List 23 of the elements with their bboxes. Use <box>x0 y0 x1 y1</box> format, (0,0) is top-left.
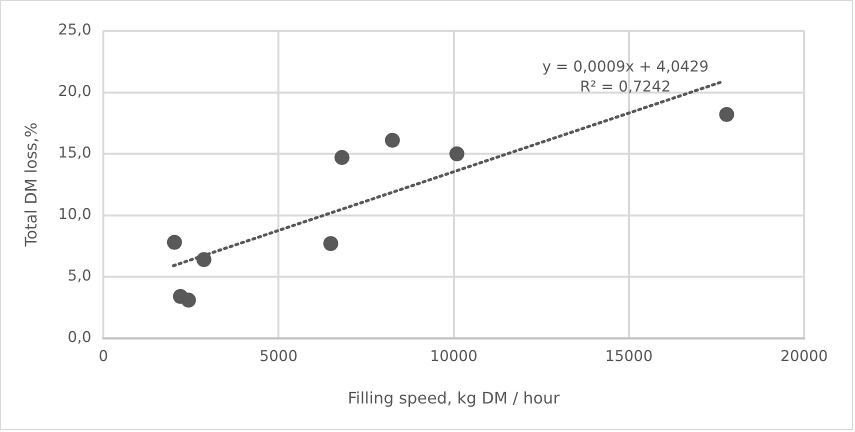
y-tick-label: 25,0 <box>58 20 92 39</box>
point <box>384 132 400 148</box>
annotation: R² = 0,7242 <box>580 77 671 96</box>
y-tick-label: 5,0 <box>68 266 92 285</box>
x-tick-label: 20000 <box>780 347 828 366</box>
y-tick-label: 20,0 <box>58 82 92 100</box>
annotation: y = 0,0009x + 4,0429 <box>542 58 709 76</box>
point <box>323 236 338 252</box>
y-tick-label: 10,0 <box>58 205 92 224</box>
y-axis-title: Total DM loss,% <box>22 122 41 248</box>
point <box>334 150 350 165</box>
point <box>719 106 734 122</box>
point <box>196 252 212 268</box>
point <box>449 146 464 162</box>
y-tick-label: 15,0 <box>58 144 92 162</box>
y-tick-label: 0,0 <box>68 328 92 346</box>
x-tick-label: 5000 <box>260 347 298 366</box>
x-tick-label: 10000 <box>430 347 478 366</box>
x-tick-label: 15000 <box>605 347 653 366</box>
point <box>181 292 196 308</box>
x-axis-title: Filling speed, kg DM / hour <box>348 388 560 408</box>
point <box>167 234 182 250</box>
x-tick-label: 0 <box>98 347 108 366</box>
